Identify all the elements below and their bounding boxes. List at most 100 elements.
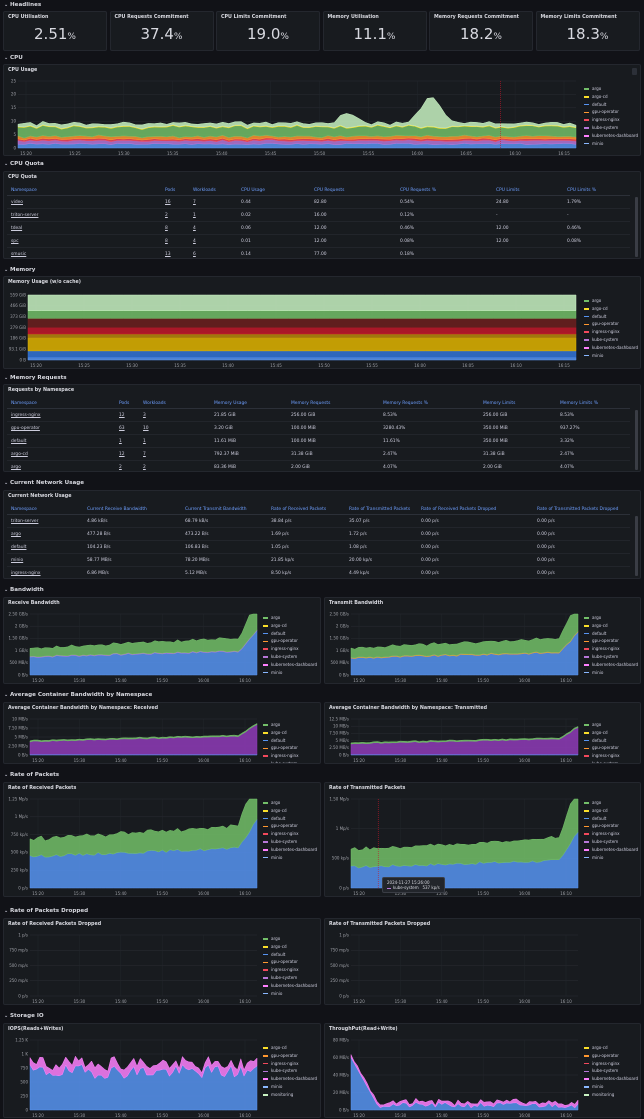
legend-item[interactable]: minio [584,1083,603,1090]
legend-item[interactable]: minio [584,140,603,147]
column-header[interactable]: Rate of Received Packets [271,507,327,512]
panel-transmit-bandwidth[interactable]: Transmit Bandwidth 0 B/s 500 MB/s 1 GB/s 1.… [324,597,641,684]
table-link[interactable]: 2 [143,465,146,470]
column-header[interactable]: Pods [165,188,176,193]
column-header[interactable]: Namespace [11,188,37,193]
column-header[interactable]: Memory Usage [214,401,247,406]
row-bandwidth[interactable]: ⌄ Bandwidth [4,586,44,593]
legend-item[interactable]: gpu-operator [263,1052,298,1059]
legend-item[interactable]: ingress-nginx [584,116,620,123]
row-storage[interactable]: ⌄ Storage IO [4,1012,44,1019]
table-link[interactable]: default [11,439,27,444]
table-link[interactable]: 7 [143,452,146,457]
column-header[interactable]: CPU Requests % [400,188,437,193]
legend-item[interactable]: kubernetes-dashboard [584,132,638,139]
legend-item[interactable]: argo-cd [263,1044,287,1051]
legend-item[interactable]: kubernetes-dashboard [263,982,317,989]
row-headlines[interactable]: ⌄ Headlines [4,1,42,8]
table-link[interactable]: 16 [165,200,171,205]
table-link[interactable]: 12 [119,452,125,457]
panel-avg-rx[interactable]: Average Container Bandwidth by Namespace… [3,702,321,764]
legend-item[interactable]: ingress-nginx [263,830,299,837]
row-avg-bandwidth[interactable]: ⌄ Average Container Bandwidth by Namespac… [4,691,153,698]
legend-item[interactable]: kubernetes-dashboard [584,1075,638,1082]
column-header[interactable]: Pods [119,401,130,406]
table-link[interactable]: 4 [193,239,196,244]
table-link[interactable]: 1 [143,439,146,444]
panel-rx-dropped[interactable]: Rate of Received Packets Dropped 0 p/s 25… [3,918,321,1005]
scrollbar[interactable] [635,197,638,257]
legend-item[interactable]: default [263,630,285,637]
table-link[interactable]: argo [11,532,21,537]
legend-item[interactable]: kubernetes-dashboard [263,846,317,853]
legend-item[interactable]: kube-system [584,1067,618,1074]
legend-item[interactable]: argo-cd [263,622,287,629]
legend-item[interactable]: kube-system [584,653,618,660]
legend-item[interactable]: kube-system [263,974,297,981]
legend-item[interactable]: gpu-operator [263,958,298,965]
legend-item[interactable]: argo [584,721,601,728]
table-link[interactable]: default [11,545,27,550]
legend-item[interactable]: kubernetes-dashboard [584,661,638,668]
legend-item[interactable]: argo [584,614,601,621]
column-header[interactable]: Current Receive Bandwidth [87,507,147,512]
row-dropped[interactable]: ⌄ Rate of Packets Dropped [4,907,89,914]
legend-item[interactable]: gpu-operator [584,637,619,644]
legend-item[interactable]: minio [263,669,282,676]
column-header[interactable]: Namespace [11,507,37,512]
legend-item[interactable]: gpu-operator [263,744,298,751]
legend-item[interactable]: kube-system [584,838,618,845]
panel-memory-usage[interactable]: Memory Usage (w/o cache) 0 B 93.1 GiB 186 … [3,276,641,369]
column-header[interactable]: Current Transmit Bandwidth [185,507,247,512]
table-link[interactable]: argo [11,465,21,470]
legend-item[interactable]: default [584,313,606,320]
legend-item[interactable]: default [584,630,606,637]
legend-item[interactable]: minio [263,990,282,997]
legend-item[interactable]: gpu-operator [263,822,298,829]
legend-item[interactable]: default [584,101,606,108]
legend-item[interactable]: kube-system [584,336,618,343]
panel-iops[interactable]: IOPS(Reads+Writes) 0 250 500 750 1 K 1.25 K 15… [3,1023,321,1118]
legend-item[interactable]: argo-cd [263,729,287,736]
legend-item[interactable]: argo [584,297,601,304]
column-header[interactable]: Memory Requests % [383,401,428,406]
legend-item[interactable]: minio [263,854,282,861]
legend-item[interactable]: ingress-nginx [584,645,620,652]
table-link[interactable]: 7 [193,200,196,205]
legend-item[interactable]: argo [263,799,280,806]
row-packets[interactable]: ⌄ Rate of Packets [4,771,60,778]
panel-avg-tx[interactable]: Average Container Bandwidth by Namespace… [324,702,641,764]
legend-item[interactable]: default [263,951,285,958]
row-cpu-quota[interactable]: ⌄ CPU Quota [4,160,44,167]
table-link[interactable]: 4 [193,226,196,231]
legend-item[interactable]: argo-cd [584,807,608,814]
table-link[interactable]: 63 [119,426,125,431]
legend-item[interactable]: ingress-nginx [584,830,620,837]
table-link[interactable]: spc [11,239,19,244]
legend-item[interactable]: ingress-nginx [263,752,299,759]
row-network[interactable]: ⌄ Current Network Usage [4,479,85,486]
panel-rx-packets[interactable]: Rate of Received Packets 0 p/s 250 kp/s 50… [3,782,321,897]
legend-item[interactable]: ingress-nginx [263,966,299,973]
scrollbar[interactable] [635,516,638,576]
table-link[interactable]: 10 [143,426,149,431]
legend-item[interactable]: kubernetes-dashboard [584,846,638,853]
column-header[interactable]: Workloads [193,188,216,193]
legend-item[interactable]: argo-cd [584,93,608,100]
legend-item[interactable]: default [584,815,606,822]
table-link[interactable]: 8 [165,226,168,231]
legend-item[interactable]: kubernetes-dashboard [263,1075,317,1082]
legend-item[interactable]: gpu-operator [584,108,619,115]
table-link[interactable]: minio [11,558,24,563]
legend-item[interactable]: kube-system [263,653,297,660]
legend-item[interactable]: argo-cd [584,1044,608,1051]
table-link[interactable]: 12 [119,413,125,418]
legend-item[interactable]: monitoring [263,1091,293,1098]
legend-item[interactable]: ingress-nginx [584,752,620,759]
table-link[interactable]: 8 [165,239,168,244]
legend-item[interactable]: kube-system [263,838,297,845]
row-memory[interactable]: ⌄ Memory [4,266,36,273]
legend-item[interactable]: kube-system [263,760,297,763]
table-link[interactable]: triton-server [11,213,39,218]
column-header[interactable]: Rate of Transmitted Packets Dropped [537,507,619,512]
